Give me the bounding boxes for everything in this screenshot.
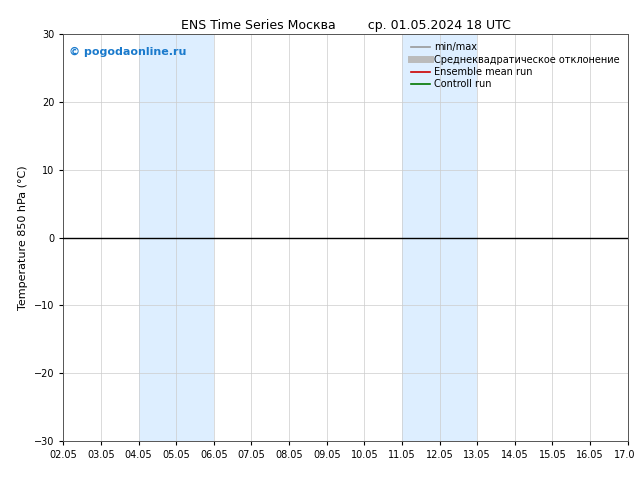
Title: ENS Time Series Москва        ср. 01.05.2024 18 UTC: ENS Time Series Москва ср. 01.05.2024 18…	[181, 19, 510, 32]
Bar	[402, 34, 477, 441]
Legend: min/max, Среднеквадратическое отклонение, Ensemble mean run, Controll run: min/max, Среднеквадратическое отклонение…	[408, 39, 623, 92]
Bar	[139, 34, 214, 441]
Text: © pogodaonline.ru: © pogodaonline.ru	[69, 47, 186, 56]
Y-axis label: Temperature 850 hPa (°C): Temperature 850 hPa (°C)	[18, 165, 29, 310]
